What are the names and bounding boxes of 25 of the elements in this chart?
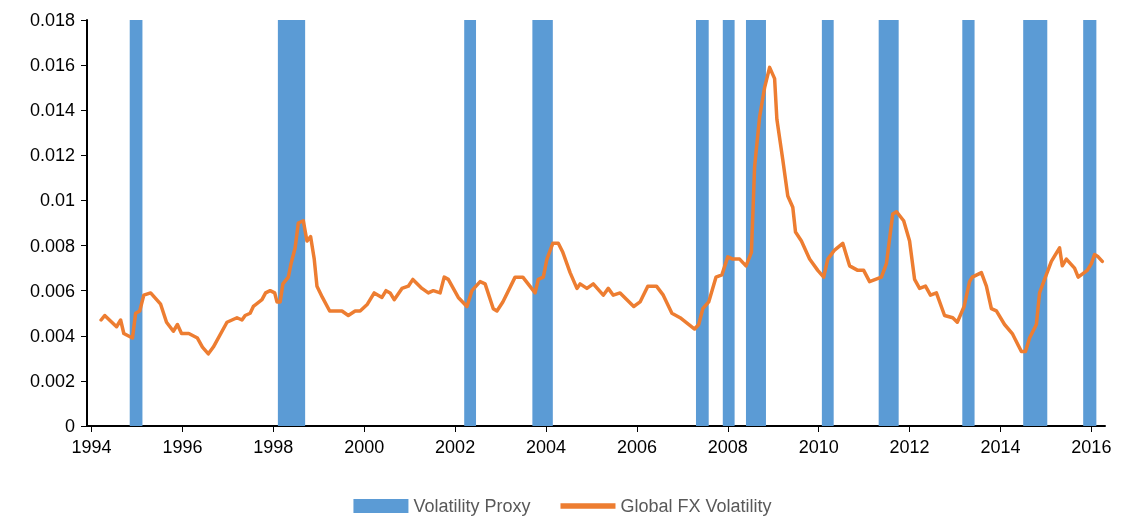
y-tick-label: 0.014 [29, 100, 75, 121]
y-tick-label: 0.012 [29, 145, 75, 166]
y-tick-label: 0.016 [29, 55, 75, 76]
legend-label: Global FX Volatility [620, 496, 772, 516]
x-tick-label: 2016 [1071, 437, 1112, 457]
x-tick-label: 2000 [344, 437, 385, 457]
legend-label: Volatility Proxy [413, 496, 531, 516]
y-tick-label: 0.018 [29, 10, 75, 30]
y-tick-label: 0.006 [29, 280, 75, 301]
x-tick-label: 1998 [253, 437, 294, 457]
y-tick-label: 0.008 [29, 235, 75, 256]
y-tick-label: 0 [64, 416, 75, 436]
line-series [99, 65, 1105, 356]
y-tick-label: 0.002 [29, 370, 75, 391]
x-tick-label: 2006 [616, 437, 657, 457]
x-tick-label: 1996 [162, 437, 203, 457]
x-tick-label: 2004 [525, 437, 567, 457]
x-tick-label: 2014 [980, 437, 1021, 457]
y-tick-label: 0.01 [39, 190, 75, 211]
x-tick-label: 1994 [71, 437, 112, 457]
x-tick-label: 2008 [707, 437, 748, 457]
x-tick-label: 2010 [798, 437, 839, 457]
x-tick-label: 2012 [889, 437, 930, 457]
x-tick-label: 2002 [435, 437, 476, 457]
y-tick-label: 0.004 [29, 325, 75, 346]
